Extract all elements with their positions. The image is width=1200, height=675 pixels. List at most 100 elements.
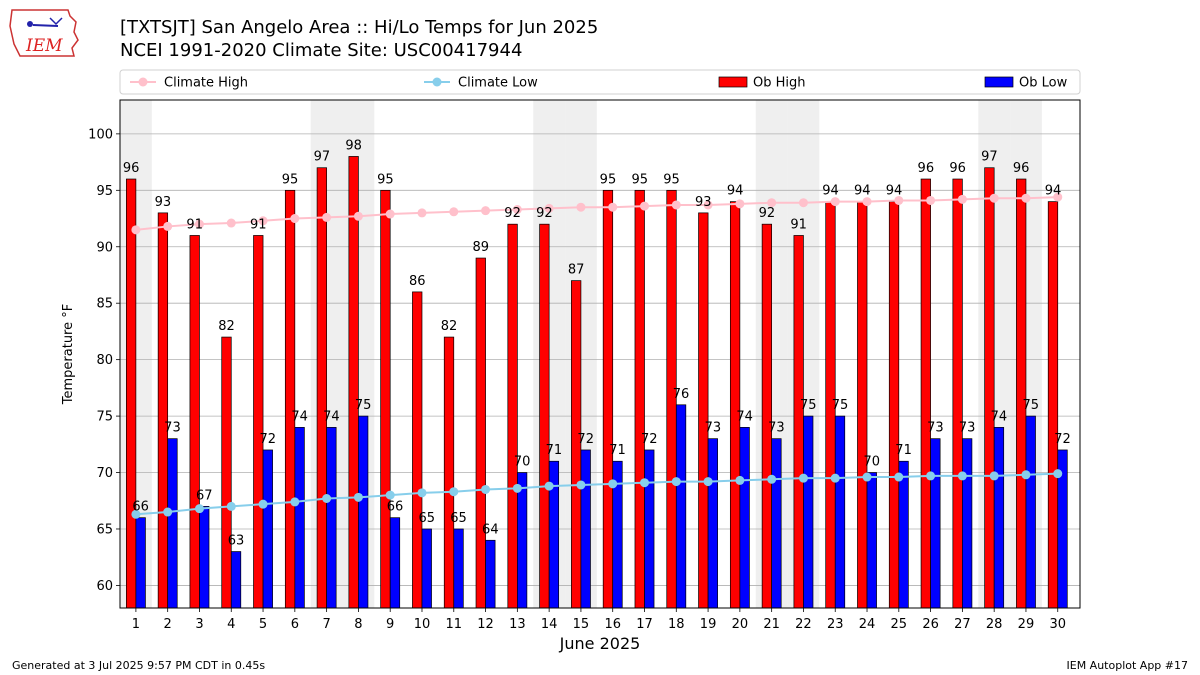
ob-high-bar: [698, 212, 709, 609]
x-tick-label: 9: [386, 617, 394, 632]
ob-high-label: 87: [568, 263, 585, 278]
climate-low-point: [957, 471, 967, 481]
ob-low-bar: [167, 438, 178, 609]
climate-high-point: [417, 208, 427, 218]
legend-ob-low-label: Ob Low: [1019, 76, 1068, 91]
climate-low-point: [322, 493, 332, 503]
ob-low-label: 67: [196, 488, 213, 503]
climate-low-point: [989, 471, 999, 481]
x-tick-label: 6: [291, 617, 299, 632]
ob-low-bar: [389, 517, 401, 609]
plot-frame: [119, 99, 1081, 609]
ob-high-bar: [888, 201, 900, 609]
ob-high-label: 91: [250, 217, 267, 232]
climate-high-point: [671, 200, 681, 210]
climate-low-point: [1053, 469, 1063, 479]
climate-high-point: [385, 209, 395, 219]
ob-high-bar: [157, 212, 169, 609]
climate-high-point: [353, 211, 363, 221]
ob-high-bar: [284, 189, 296, 609]
ob-high-bar: [189, 235, 200, 609]
climate-low-point: [226, 501, 236, 511]
y-tick-label: 80: [96, 353, 113, 368]
ob-low-label: 66: [387, 500, 404, 515]
x-tick-label: 20: [732, 617, 749, 632]
x-axis-label: June 2025: [559, 634, 641, 653]
ob-high-label: 82: [441, 319, 458, 334]
y-tick-label: 95: [96, 184, 113, 199]
ob-high-bar: [920, 178, 931, 609]
iem-logo: IEM: [6, 4, 82, 60]
climate-high-point: [576, 202, 586, 212]
climate-high-point: [957, 194, 967, 204]
ob-high-label: 96: [918, 161, 935, 176]
ob-low-bar: [294, 427, 305, 609]
x-tick-label: 2: [164, 617, 172, 632]
climate-low-point: [163, 507, 173, 517]
ob-low-label: 73: [927, 421, 944, 436]
ob-low-bar: [135, 517, 146, 609]
ob-high-label: 95: [600, 172, 617, 187]
x-tick-label: 23: [827, 617, 844, 632]
ob-low-label: 72: [577, 432, 594, 447]
legend-ob-high-swatch: [718, 76, 748, 88]
climate-low-point: [481, 484, 491, 494]
ob-low-label: 73: [705, 421, 722, 436]
ob-low-bar: [993, 427, 1005, 609]
ob-low-bar: [230, 551, 242, 609]
x-tick-label: 5: [259, 617, 267, 632]
x-tick-label: 14: [541, 617, 558, 632]
ob-low-label: 75: [1022, 398, 1039, 413]
climate-high-point: [989, 193, 999, 203]
ob-high-label: 86: [409, 274, 426, 289]
ob-high-label: 96: [123, 161, 140, 176]
ob-low-label: 66: [132, 500, 149, 515]
ob-high-bar: [1016, 178, 1027, 609]
x-tick-label: 18: [668, 617, 685, 632]
ob-high-bar: [253, 235, 264, 609]
chart-subtitle: NCEI 1991-2020 Climate Site: USC00417944: [120, 40, 523, 61]
ob-low-label: 74: [736, 409, 753, 424]
climate-low-point: [544, 481, 554, 491]
y-axis-label: Temperature °F: [61, 304, 76, 405]
ob-high-label: 93: [155, 195, 172, 210]
climate-high-point: [926, 195, 936, 205]
ob-high-bar: [348, 156, 359, 609]
ob-low-label: 71: [609, 443, 626, 458]
ob-high-label: 98: [345, 138, 362, 153]
legend-box: [119, 69, 1081, 95]
ob-low-label: 72: [641, 432, 658, 447]
ob-low-bar: [675, 404, 687, 609]
ob-high-bar: [475, 257, 486, 609]
x-tick-label: 13: [509, 617, 526, 632]
climate-low-point: [767, 474, 777, 484]
iowa-map-icon: [9, 9, 79, 57]
ob-high-bar: [857, 201, 868, 609]
x-tick-label: 12: [477, 617, 494, 632]
climate-high-point: [226, 218, 236, 228]
ob-low-label: 75: [800, 398, 817, 413]
climate-low-point: [290, 497, 300, 507]
ob-low-bar: [485, 539, 496, 609]
climate-low-point: [258, 499, 268, 509]
ob-high-label: 95: [377, 172, 394, 187]
ob-high-label: 95: [663, 172, 680, 187]
ob-low-label: 74: [291, 409, 308, 424]
ob-low-bar: [707, 438, 718, 609]
app-credit: IEM Autoplot App #17: [1066, 659, 1189, 672]
ob-low-bar: [262, 449, 273, 609]
ob-high-bar: [793, 235, 804, 609]
ob-low-label: 73: [959, 421, 976, 436]
ob-high-bar: [221, 336, 232, 609]
ob-high-label: 92: [536, 206, 553, 221]
climate-low-point: [640, 478, 650, 488]
x-tick-label: 26: [922, 617, 939, 632]
climate-low-point: [862, 472, 872, 482]
ob-low-label: 75: [832, 398, 849, 413]
climate-high-point: [735, 199, 745, 209]
ob-high-label: 97: [981, 150, 998, 165]
x-tick-label: 11: [446, 617, 463, 632]
climate-high-point: [131, 225, 141, 235]
climate-low-point: [1021, 470, 1031, 480]
